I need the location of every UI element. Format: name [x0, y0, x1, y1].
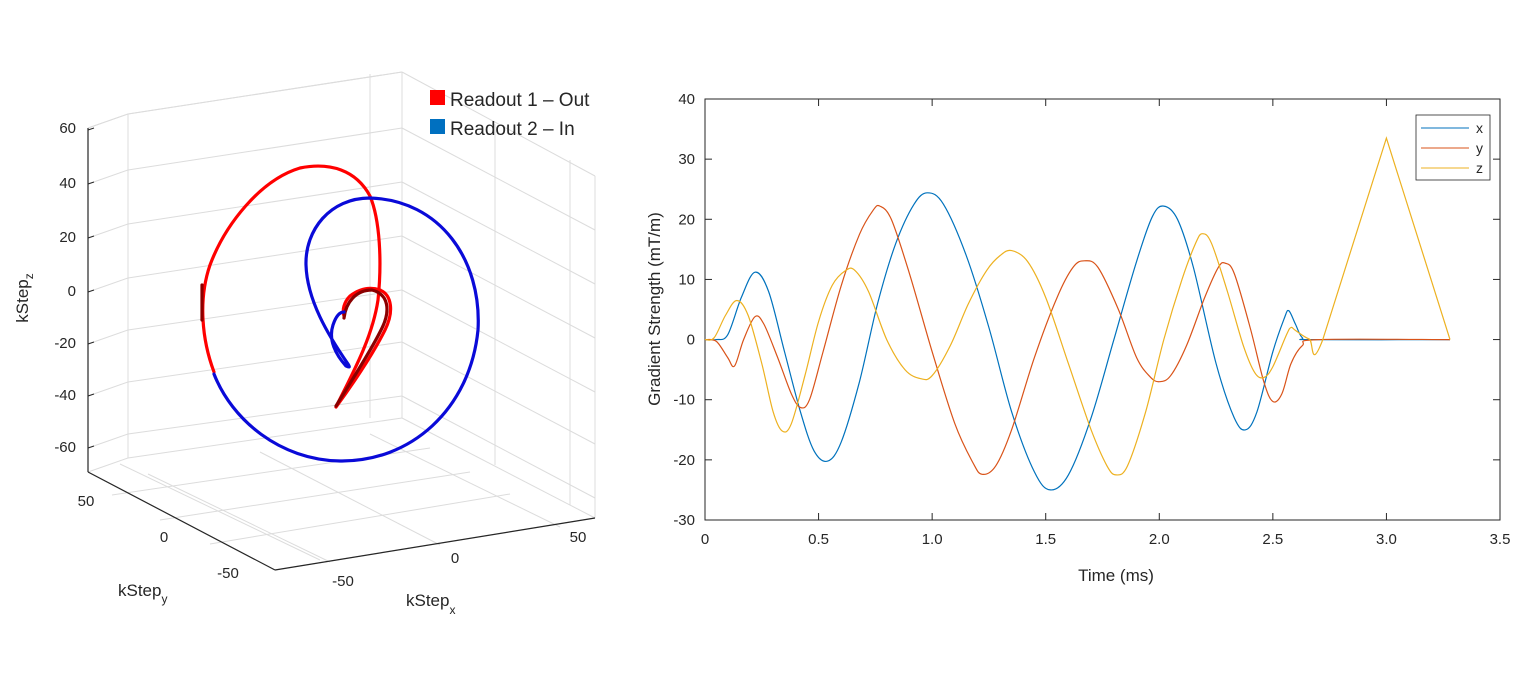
x-tick-label: -50	[332, 573, 354, 590]
y-tick-label-2d: 0	[687, 332, 695, 349]
trajectory-lines	[200, 164, 480, 463]
x-tick-label-2d: 2.0	[1149, 531, 1170, 548]
z-tick-label: -40	[54, 387, 76, 404]
legend-label-readout-2: Readout 2 – In	[450, 119, 575, 140]
legend-3d: Readout 1 – Out Readout 2 – In	[430, 90, 590, 140]
readout-1-out-line	[201, 164, 393, 409]
kspace-3d-plot: 60 40 20 0 -20 -40 -60 50 0 -50 -50 0 50…	[13, 71, 596, 617]
z-tick-labels: 60 40 20 0 -20 -40 -60	[54, 120, 76, 456]
y-axis-label: kStepy	[118, 581, 167, 606]
x-tick-label-2d: 0.5	[808, 531, 829, 548]
readout-2-in-line	[212, 196, 480, 463]
legend-label-z: z	[1476, 160, 1483, 176]
series-line-x	[704, 192, 1451, 491]
x-tick-labels: -50 0 50	[332, 529, 586, 590]
series-line-z	[704, 136, 1451, 476]
legend-box	[1415, 114, 1491, 181]
y-tick-label-2d: -30	[673, 512, 695, 529]
y-tick-label: 50	[78, 493, 95, 510]
z-tick-label: -20	[54, 335, 76, 352]
y-tick-labels: 50 0 -50	[78, 493, 239, 582]
x-axis-label: kStepx	[406, 591, 455, 617]
z-tick-label: 40	[59, 175, 76, 192]
readout-1-dark-segment	[334, 288, 389, 408]
legend-2d: x y z	[1415, 114, 1491, 181]
y-tick-label: -50	[217, 565, 239, 582]
y-tick-label-2d: -20	[673, 452, 695, 469]
legend-label-x: x	[1476, 120, 1483, 136]
3d-grid	[87, 71, 596, 571]
z-tick-label: -60	[54, 439, 76, 456]
x-ticks: 0 0.5 1.0 1.5 2.0 2.5 3.0 3.5	[701, 99, 1511, 548]
z-tick-label: 60	[59, 120, 76, 137]
y-ticks: 40 30 20 10 0 -10 -20 -30	[673, 91, 1500, 529]
z-tick-label: 20	[59, 229, 76, 246]
y-axis-label-2d: Gradient Strength (mT/m)	[645, 212, 664, 406]
z-tick-label: 0	[68, 283, 76, 300]
x-tick-label: 50	[570, 529, 587, 546]
x-tick-label: 0	[451, 550, 459, 567]
x-tick-label-2d: 2.5	[1262, 531, 1283, 548]
y-tick-label-2d: 20	[678, 211, 695, 228]
y-tick-label-2d: 10	[678, 271, 695, 288]
legend-label-y: y	[1476, 140, 1483, 156]
z-axis-label: kStepz	[13, 273, 36, 322]
y-tick-label-2d: -10	[673, 392, 695, 409]
x-tick-label-2d: 0	[701, 531, 709, 548]
x-axis-label-2d: Time (ms)	[1078, 566, 1154, 585]
x-tick-label-2d: 1.0	[922, 531, 943, 548]
y-tick-label-2d: 30	[678, 151, 695, 168]
x-tick-label-2d: 3.0	[1376, 531, 1397, 548]
plot-area	[704, 98, 1501, 521]
series-line-y	[704, 204, 1451, 475]
legend-label-readout-1: Readout 1 – Out	[450, 90, 590, 111]
z-ticks	[87, 127, 95, 449]
x-tick-label-2d: 1.5	[1035, 531, 1056, 548]
x-tick-label-2d: 3.5	[1490, 531, 1511, 548]
y-tick-label: 0	[160, 529, 168, 546]
y-tick-label-2d: 40	[678, 91, 695, 108]
3d-axes	[87, 128, 596, 571]
legend-swatch-readout-1	[430, 90, 445, 105]
legend-swatch-readout-2	[430, 119, 445, 134]
gradient-series	[704, 136, 1451, 491]
